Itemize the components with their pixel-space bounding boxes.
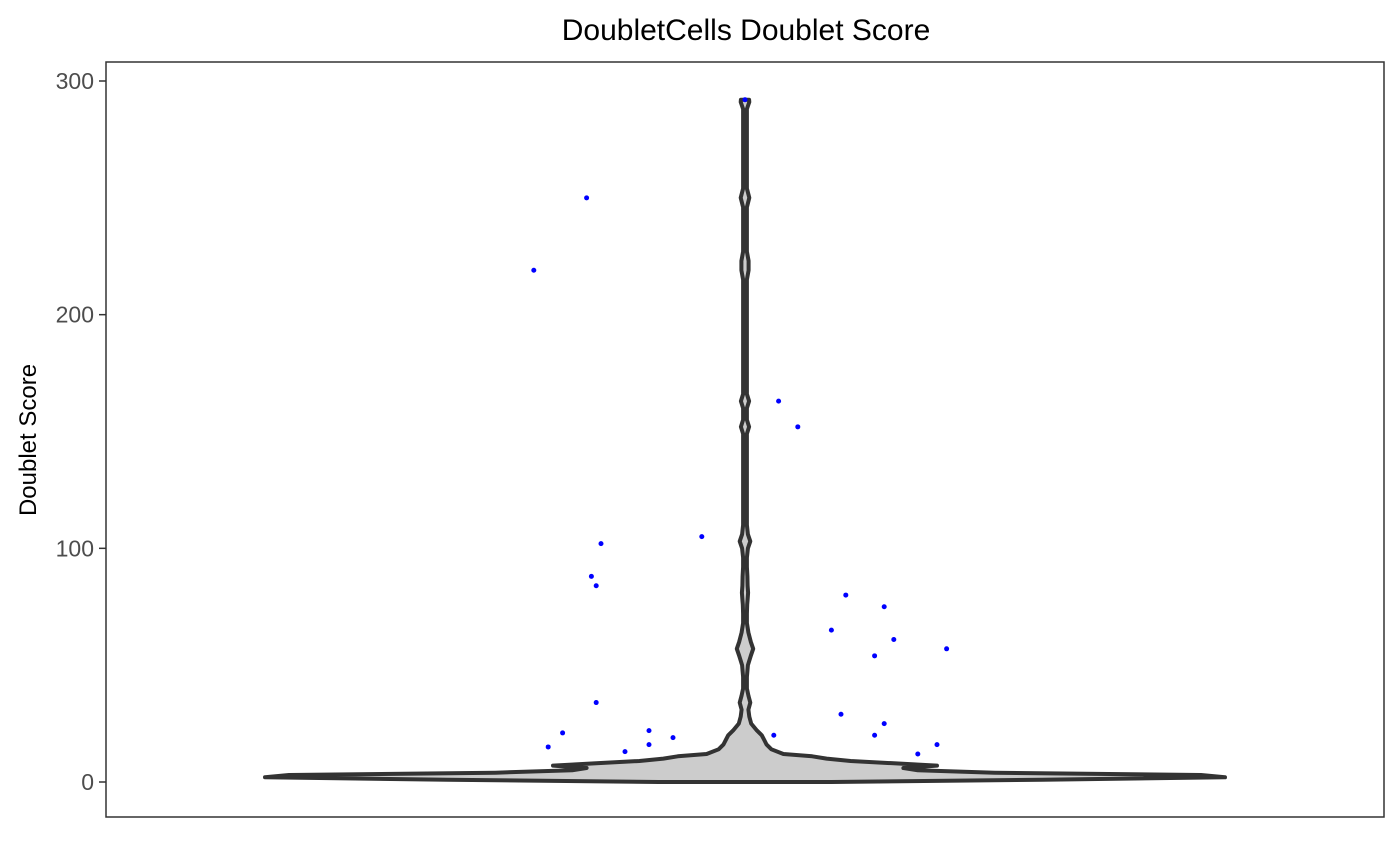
y-tick-label: 300 <box>56 68 94 94</box>
data-point <box>843 592 849 598</box>
data-point <box>872 732 878 738</box>
data-point <box>838 711 844 717</box>
y-tick-label: 100 <box>56 535 94 561</box>
data-point <box>795 424 801 430</box>
data-point <box>944 646 950 652</box>
y-axis-ticks: 0 100 200 300 <box>56 68 106 795</box>
chart-title: DoubletCells Doublet Score <box>562 14 931 47</box>
data-point <box>881 721 887 727</box>
plot-area <box>263 97 1227 784</box>
data-point <box>593 700 599 706</box>
data-point <box>646 742 652 748</box>
data-point <box>622 749 628 755</box>
violin-shape <box>263 97 1227 784</box>
data-point <box>934 742 940 748</box>
y-tick-label: 0 <box>81 769 94 795</box>
data-point <box>891 636 897 642</box>
panel-border <box>105 61 1385 818</box>
data-point <box>771 732 777 738</box>
data-point <box>593 583 599 589</box>
data-point <box>915 751 921 757</box>
y-axis-label: Doublet Score <box>15 364 42 516</box>
data-point <box>545 744 551 750</box>
data-point <box>670 735 676 741</box>
data-point <box>872 653 878 659</box>
data-point <box>699 534 705 540</box>
data-point <box>828 627 834 633</box>
jitter-points <box>531 97 950 757</box>
data-point <box>881 604 887 610</box>
y-tick-label: 200 <box>56 302 94 328</box>
data-point <box>598 541 604 547</box>
data-point <box>588 573 594 579</box>
data-point <box>560 730 566 736</box>
data-point <box>584 195 590 201</box>
data-point <box>646 728 652 734</box>
data-point <box>776 398 782 404</box>
data-point <box>742 97 748 103</box>
data-point <box>531 267 537 273</box>
